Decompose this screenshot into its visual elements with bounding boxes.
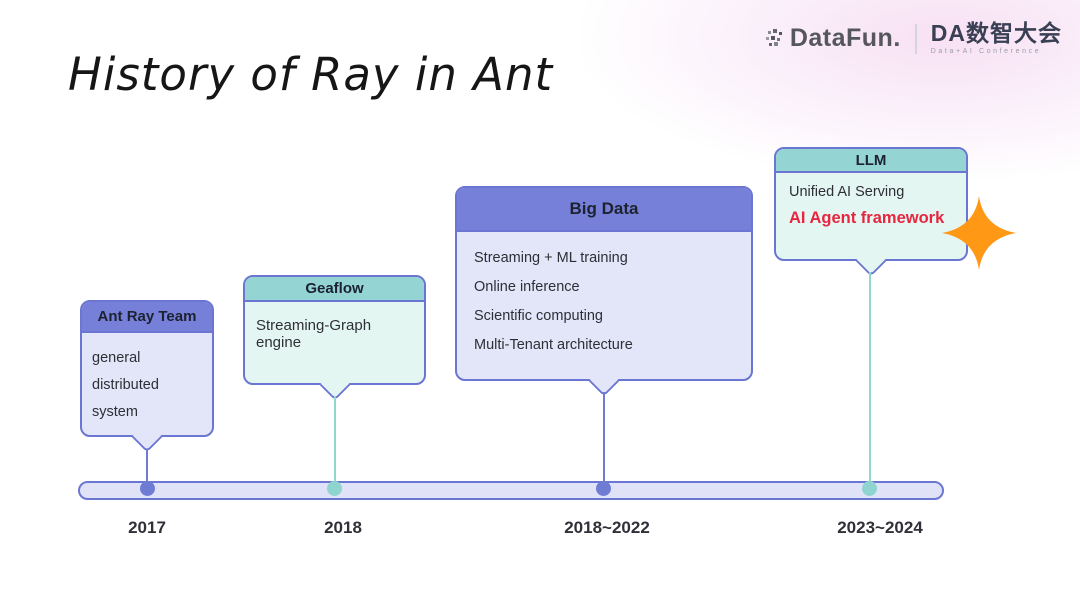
callout-geaflow: Geaflow Streaming-Graph engine xyxy=(243,275,426,401)
timeline-bar xyxy=(78,481,944,500)
stem-2018 xyxy=(334,396,336,489)
callout-item: Streaming + ML training xyxy=(474,250,628,266)
sparkle-star-icon xyxy=(942,196,1016,270)
callout-tail xyxy=(855,245,887,277)
callout-item: Scientific computing xyxy=(474,308,603,324)
conference-name: DA数智大会 xyxy=(930,20,1062,46)
callout-body-ant-ray-team: general distributed system xyxy=(82,333,212,438)
callout-body-geaflow: Streaming-Graph engine xyxy=(245,302,424,366)
year-label-2018: 2018 xyxy=(324,518,362,537)
callout-body-big-data: Streaming + ML training Online inference… xyxy=(457,232,751,384)
callout-title-geaflow: Geaflow xyxy=(245,277,424,302)
callout-item: general distributed system xyxy=(92,350,159,420)
year-label-2023-2024: 2023~2024 xyxy=(837,518,923,537)
logo-divider xyxy=(914,23,917,54)
timeline-dot-2018 xyxy=(327,481,342,496)
stem-2017 xyxy=(146,449,148,489)
header-logos: DataFun. DA数智大会 Data+AI Conference xyxy=(765,20,1062,56)
callout-llm: LLM Unified AI Serving AI Agent framewor… xyxy=(774,147,968,277)
callout-item: Unified AI Serving xyxy=(789,184,905,200)
callout-item: Multi-Tenant architecture xyxy=(474,337,633,353)
callout-title-ant-ray-team: Ant Ray Team xyxy=(82,302,212,333)
callout-title-big-data: Big Data xyxy=(457,188,751,232)
datafun-wordmark: DataFun. xyxy=(789,24,901,52)
datafun-pixel-icon xyxy=(765,29,782,46)
callout-body-llm: Unified AI Serving AI Agent framework xyxy=(776,173,966,248)
callout-item: Online inference xyxy=(474,279,580,295)
callout-ant-ray-team: Ant Ray Team general distributed system xyxy=(80,300,214,453)
conference-subtitle: Data+AI Conference xyxy=(930,48,1042,55)
year-label-2018-2022: 2018~2022 xyxy=(564,518,650,537)
page-title: History of Ray in Ant xyxy=(68,48,554,101)
callout-big-data: Big Data Streaming + ML training Online … xyxy=(455,186,753,397)
datafun-logo: DataFun. xyxy=(765,24,901,52)
conference-logo: DA数智大会 Data+AI Conference xyxy=(930,20,1062,56)
callout-item: Streaming-Graph engine xyxy=(256,317,372,351)
timeline-dot-2023-2024 xyxy=(862,481,877,496)
callout-item-highlight: AI Agent framework xyxy=(789,209,945,227)
timeline-dot-2018-2022 xyxy=(596,481,611,496)
year-label-2017: 2017 xyxy=(128,518,166,537)
callout-title-llm: LLM xyxy=(776,149,966,173)
stem-2018-2022 xyxy=(603,392,605,489)
timeline-dot-2017 xyxy=(140,481,155,496)
stem-2023-2024 xyxy=(869,272,871,489)
